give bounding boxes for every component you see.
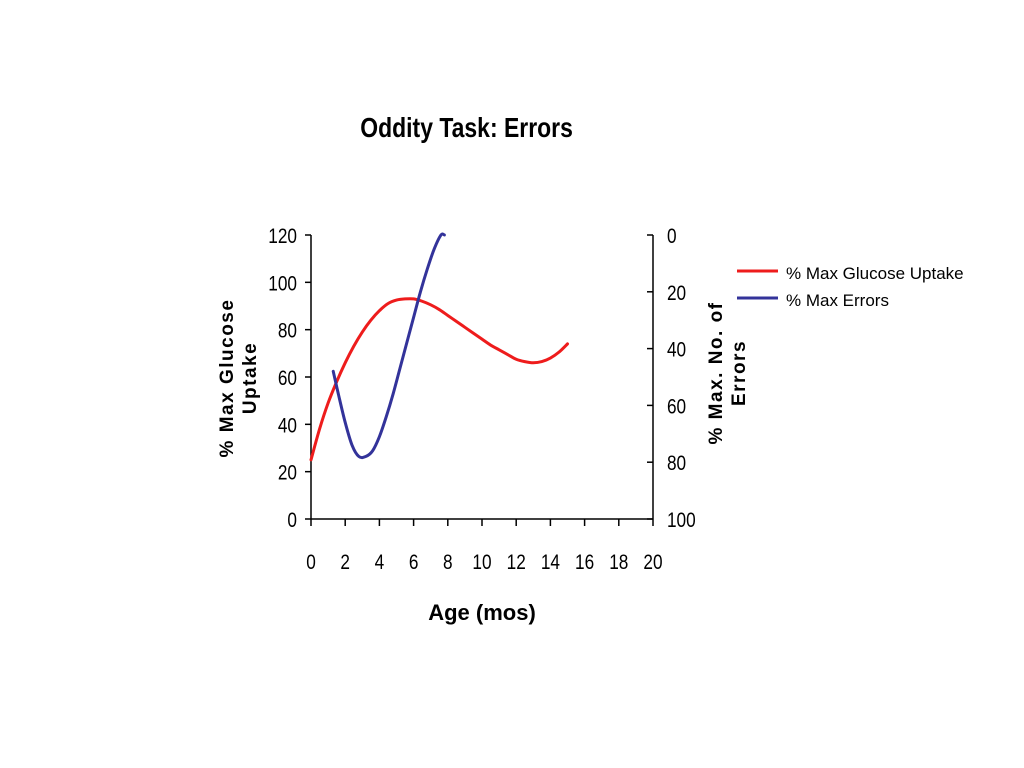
y-axis-left-label-line1: % Max Glucose xyxy=(217,299,238,458)
y-axis-right-label-line1: % Max. No. of xyxy=(706,301,727,444)
series-line-errors xyxy=(331,232,446,460)
y-left-tick-label: 80 xyxy=(278,320,297,343)
x-tick-label: 4 xyxy=(375,552,385,575)
x-tick-label: 18 xyxy=(609,552,628,575)
legend: % Max Glucose Uptake % Max Errors xyxy=(737,264,964,310)
x-tick-label: 16 xyxy=(575,552,594,575)
x-tick-label: 12 xyxy=(507,552,526,575)
y-left-tick-label: 40 xyxy=(278,415,297,438)
series-glucose xyxy=(309,297,569,462)
y-axis-left-label-line2: Uptake xyxy=(240,342,261,414)
x-tick-label: 6 xyxy=(409,552,419,575)
x-tick-label: 8 xyxy=(443,552,453,575)
y-right-tick-label: 60 xyxy=(667,396,686,419)
y-right-tick-label: 20 xyxy=(667,282,686,305)
x-axis-label: Age (mos) xyxy=(428,600,536,625)
y-right-tick-label: 40 xyxy=(667,339,686,362)
plot-area: 0 2 4 6 8 10 12 14 16 18 20 0 20 40 60 80 100 120 100 80 60 4… xyxy=(268,226,695,575)
chart-title: Oddity Task: Errors xyxy=(360,113,573,144)
legend-item-glucose: % Max Glucose Uptake xyxy=(737,264,964,283)
y-axis-right-label-line2: Errors xyxy=(729,340,750,406)
y-left-tick-label: 20 xyxy=(278,462,297,485)
y-right-tick-label: 0 xyxy=(667,226,677,249)
x-tick-label: 14 xyxy=(541,552,560,575)
y-axis-right-label: % Max. No. of Errors xyxy=(706,301,750,444)
x-tick-label: 2 xyxy=(340,552,350,575)
y-left-tick-label: 0 xyxy=(287,510,297,533)
x-tick-label: 0 xyxy=(306,552,316,575)
x-tick-label: 10 xyxy=(472,552,491,575)
y-right-tick-label: 100 xyxy=(667,510,696,533)
y-left-tick-label: 120 xyxy=(268,226,297,249)
y-axis-left-label: % Max Glucose Uptake xyxy=(217,299,261,458)
series-errors xyxy=(331,232,446,460)
y-right-tick-label: 80 xyxy=(667,453,686,476)
legend-label-errors: % Max Errors xyxy=(786,291,889,310)
legend-item-errors: % Max Errors xyxy=(737,291,889,310)
legend-label-glucose: % Max Glucose Uptake xyxy=(786,264,964,283)
y-left-tick-label: 60 xyxy=(278,368,297,391)
y-left-tick-label: 100 xyxy=(268,273,297,296)
x-tick-label: 20 xyxy=(643,552,662,575)
